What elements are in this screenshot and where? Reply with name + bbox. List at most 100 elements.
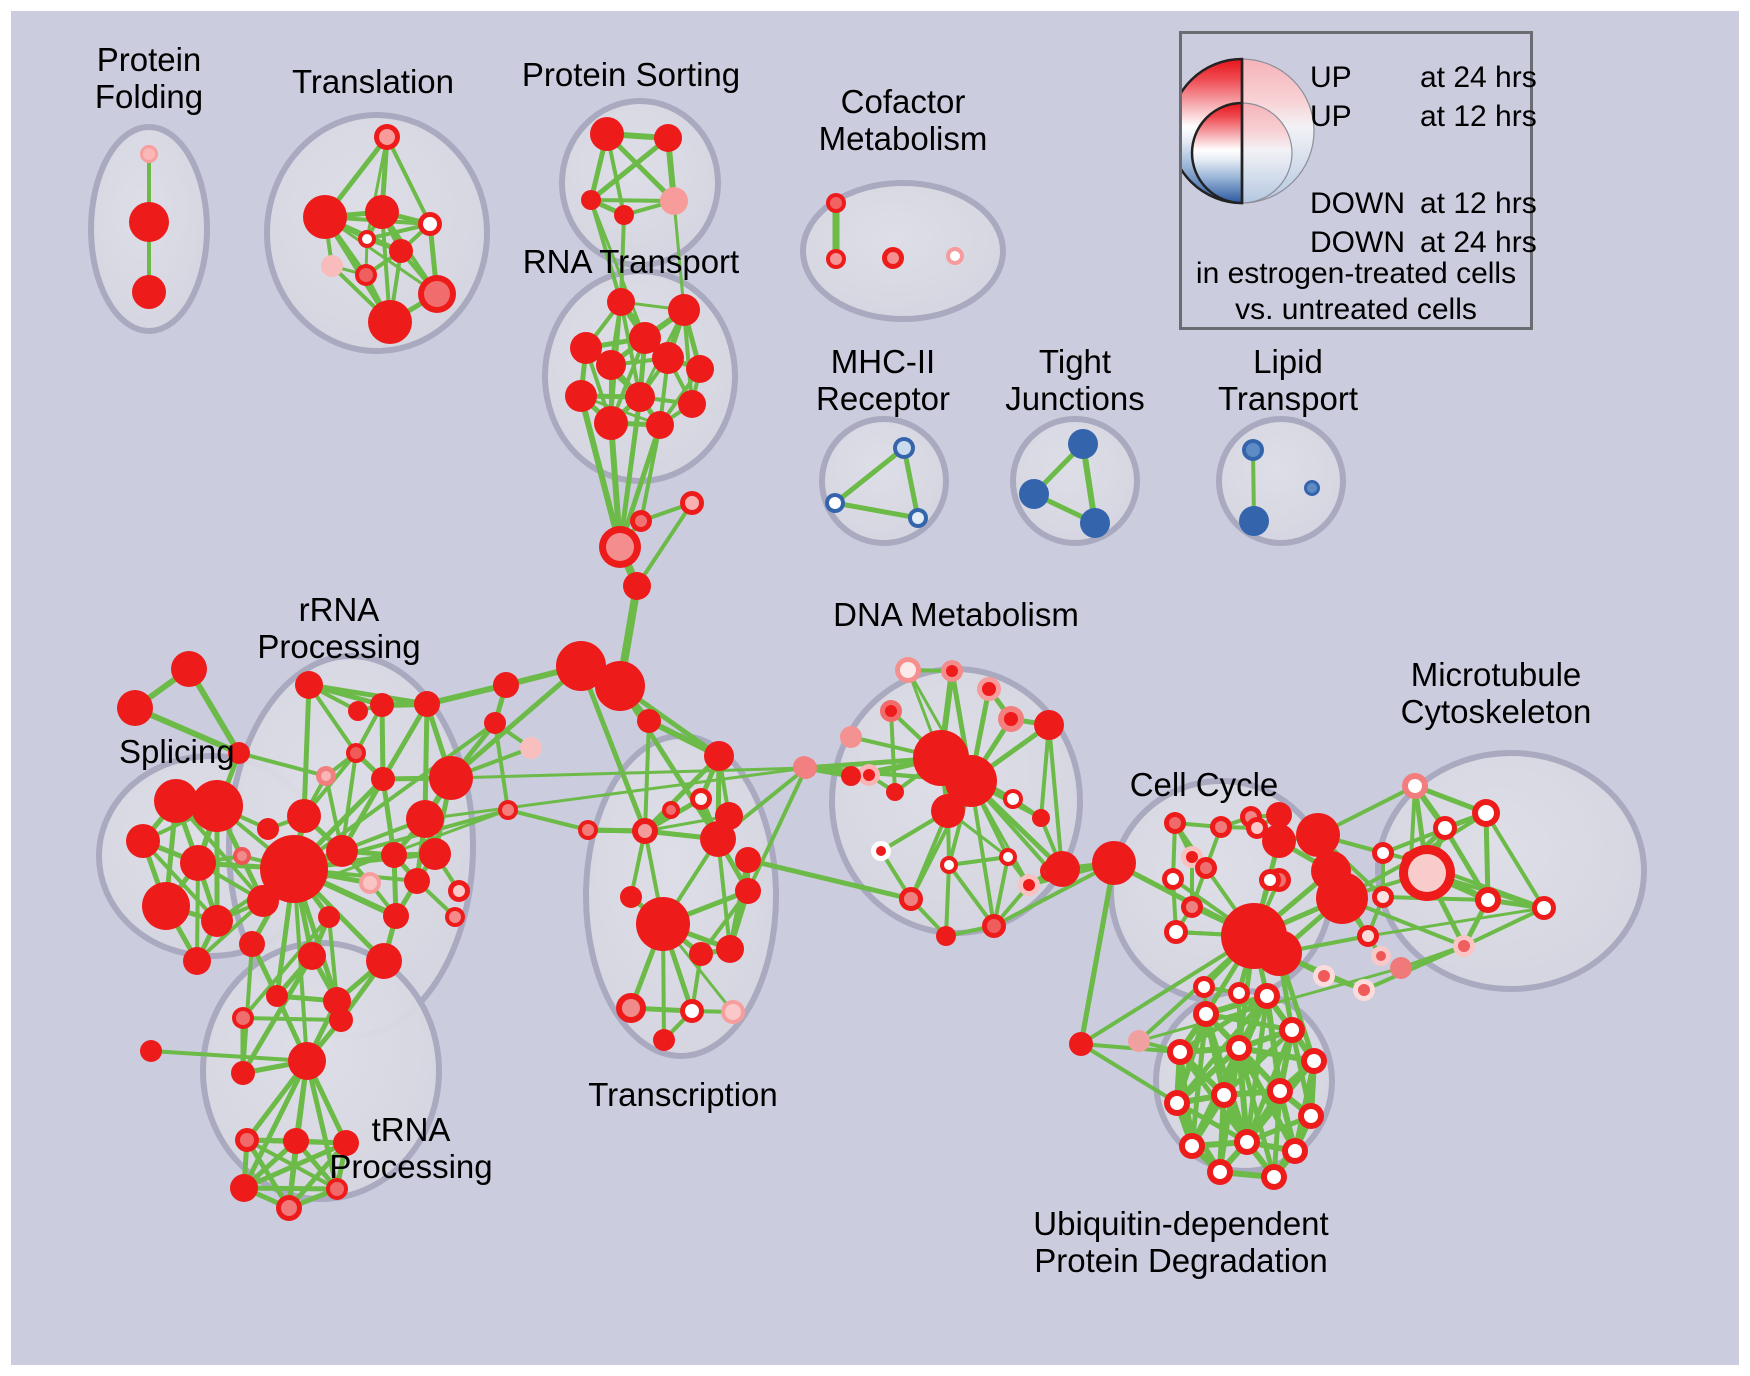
gene-node-microtubule [1390,957,1412,979]
legend-panel: UP at 24 hrs UP at 12 hrs DOWN at 12 hrs DOWN a… [1179,31,1537,330]
gene-node-tight-junctions [1019,479,1049,509]
gene-node-protein-sorting-core [618,209,630,221]
gene-node-lipid-transport-core [1246,443,1260,457]
gene-node-cell-cycle-core [1362,930,1374,942]
gene-node-rrna-core [453,885,465,897]
gene-node-rna-transport [570,332,602,364]
gene-node-ubiquitin-core [1170,1096,1184,1110]
gene-node-rna-transport [629,322,661,354]
gene-node-trna [288,1042,326,1080]
gene-node-ubiquitin-core [1307,1054,1321,1068]
inter-cluster-edge [617,394,643,550]
edge [1039,723,1051,820]
gene-node-ubiquitin-core [1185,1139,1199,1153]
gene-node-dna-metabolism-core [1003,852,1013,862]
edge [1203,1011,1295,1033]
gene-node-ubiquitin-core [1304,1109,1318,1123]
edge [1174,1100,1250,1145]
inter-cluster-edge [639,423,662,523]
gene-node-rrna [404,868,430,894]
cluster-ellipse-lipid-transport [1216,416,1346,546]
cluster-label-transcription: Transcription [588,1076,778,1113]
edge [301,682,312,819]
cluster-label-rrna: rRNA Processing [257,591,421,665]
gene-node-cell-cycle-core [1198,981,1210,993]
gene-node-transcription [620,886,642,908]
gene-node-cell-cycle-core [1318,970,1330,982]
cluster-label-protein-folding: Protein Folding [94,41,204,115]
gene-node-trna [333,1130,359,1156]
bridge-gene-node [484,712,506,734]
gene-node-translation-core [423,217,437,231]
gene-node-rrna [371,767,395,791]
gene-node-cell-cycle-core [1167,873,1179,885]
cluster-label-rna-transport: RNA Transport [522,243,740,280]
bridge-gene-node [595,661,645,711]
gene-node-transcription [653,1029,675,1051]
gene-node-rna-transport [596,350,626,380]
gene-node-dna-metabolism-core [876,846,886,856]
gene-node-rrna [370,693,394,717]
gene-node-trna [140,1040,162,1062]
gene-node-rrna [318,906,340,928]
inter-cluster-edge [745,857,914,902]
legend-time-3: at 24 hrs [1420,226,1537,259]
gene-node-dna-metabolism-core [944,860,954,870]
gene-node-trna [230,1174,258,1202]
gene-node-translation-core [424,281,450,307]
edge [588,135,671,203]
gene-node-dna-metabolism [1032,809,1050,827]
gene-node-splicing [183,947,211,975]
edge [304,1058,340,1192]
gene-node-cell-cycle-core [1169,925,1183,939]
gene-node-protein-sorting-core [585,194,597,206]
gene-node-rrna [414,691,440,717]
gene-node-dna-metabolism-core [863,769,875,781]
inter-cluster-edge [617,422,663,550]
inter-cluster-edge [672,199,686,312]
gene-node-cell-cycle-core [1186,901,1198,913]
edge [1264,993,1283,1094]
gene-node-rrna [366,943,402,979]
gene-node-cell-cycle-core [1233,987,1245,999]
gene-node-dna-metabolism-core [1004,712,1018,726]
edge [643,814,731,833]
edge [1462,906,1546,948]
inter-cluster-edge [619,213,626,304]
gene-node-trna [283,1128,309,1154]
gene-node-dna-metabolism [886,783,904,801]
gene-node-cofactor-core [887,252,899,264]
inter-cluster-edge [1079,1042,1179,1105]
gene-node-rna-transport [678,390,706,418]
edge [1483,810,1491,903]
gene-node-microtubule-core [1478,805,1494,821]
edge [947,855,1010,867]
edge [241,1058,310,1191]
inter-cluster-edge [423,766,808,821]
edge [1174,993,1270,1106]
cluster-label-microtubule: Microtubule Cytoskeleton [1400,656,1592,730]
gene-node-ubiquitin-core [1173,1045,1187,1059]
gene-node-protein-sorting [654,124,682,152]
gene-node-tight-junctions [1080,508,1110,538]
gene-node-translation-core [359,268,373,282]
gene-node-transcription-core [725,1004,741,1020]
gene-node-rrna [298,942,326,970]
gene-node-ubiquitin-core [1267,1170,1281,1184]
gene-node-ubiquitin-core [1273,1084,1287,1098]
gene-node-microtubule-core [1438,821,1452,835]
inter-cluster-edge [493,721,510,812]
edge [385,135,432,226]
gene-node-dna-metabolism-core [904,892,918,906]
bridge-gene-node-core [502,804,514,816]
gene-node-translation [368,300,412,344]
gene-node-rrna [381,842,407,868]
gene-node-rna-transport [652,342,684,374]
edge [380,701,430,782]
gene-node-rrna [406,800,444,838]
inter-cluster-edge [448,663,584,781]
edge [1047,723,1064,871]
gene-node-cell-cycle-core [1169,817,1181,829]
inter-cluster-edge [449,766,808,780]
